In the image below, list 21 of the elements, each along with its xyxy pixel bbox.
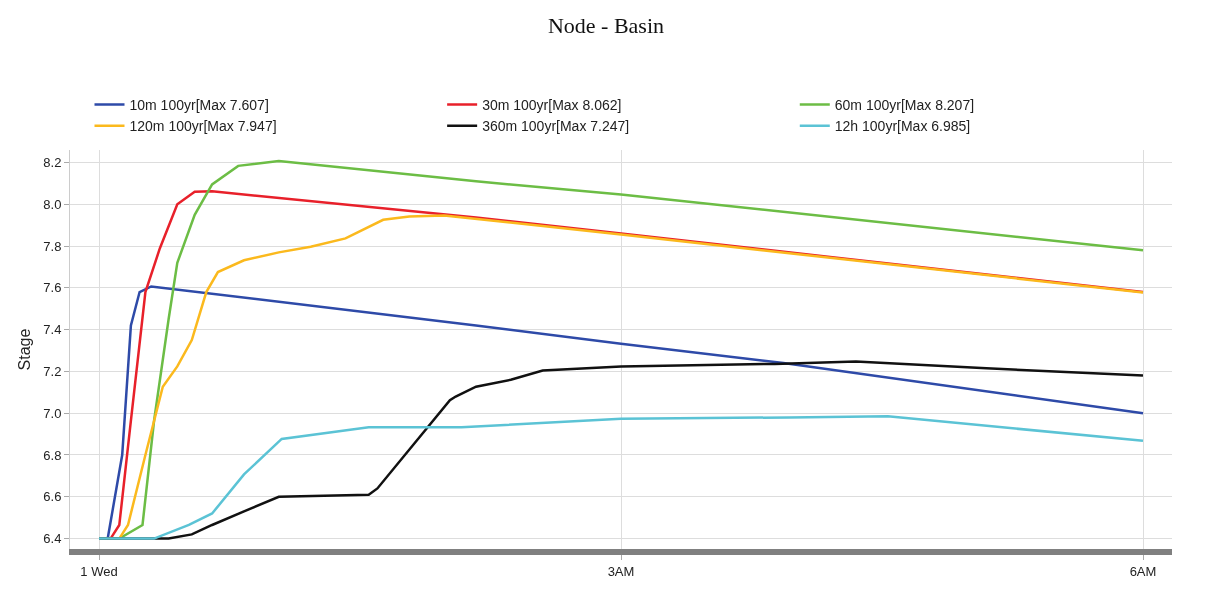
y-tick-label: 6.4 (43, 531, 62, 547)
legend-label: 10m 100yr[Max 7.607] (129, 97, 269, 114)
y-tick-label: 7.4 (43, 322, 62, 338)
x-tick-label: 1 Wed (80, 563, 118, 579)
x-tick-label: 3AM (607, 563, 635, 579)
chart-title: Node - Basin (547, 13, 665, 39)
y-tick-label: 7.0 (43, 405, 62, 421)
legend-label: 12h 100yr[Max 6.985] (834, 118, 971, 135)
x-tick-label: 6AM (1129, 563, 1157, 579)
legend-label: 120m 100yr[Max 7.947] (129, 118, 277, 135)
y-tick-label: 6.8 (43, 447, 62, 463)
y-tick-label: 7.6 (43, 280, 62, 296)
y-tick-label: 7.8 (43, 238, 62, 254)
y-tick-label: 8.0 (43, 196, 62, 212)
y-tick-label: 6.6 (43, 489, 62, 505)
y-axis-title: Stage (16, 328, 34, 371)
legend-label: 30m 100yr[Max 8.062] (482, 97, 622, 114)
y-tick-label: 8.2 (43, 155, 62, 171)
legend-label: 60m 100yr[Max 8.207] (834, 97, 975, 114)
legend-label: 360m 100yr[Max 7.247] (482, 118, 630, 135)
y-tick-label: 7.2 (43, 363, 62, 379)
